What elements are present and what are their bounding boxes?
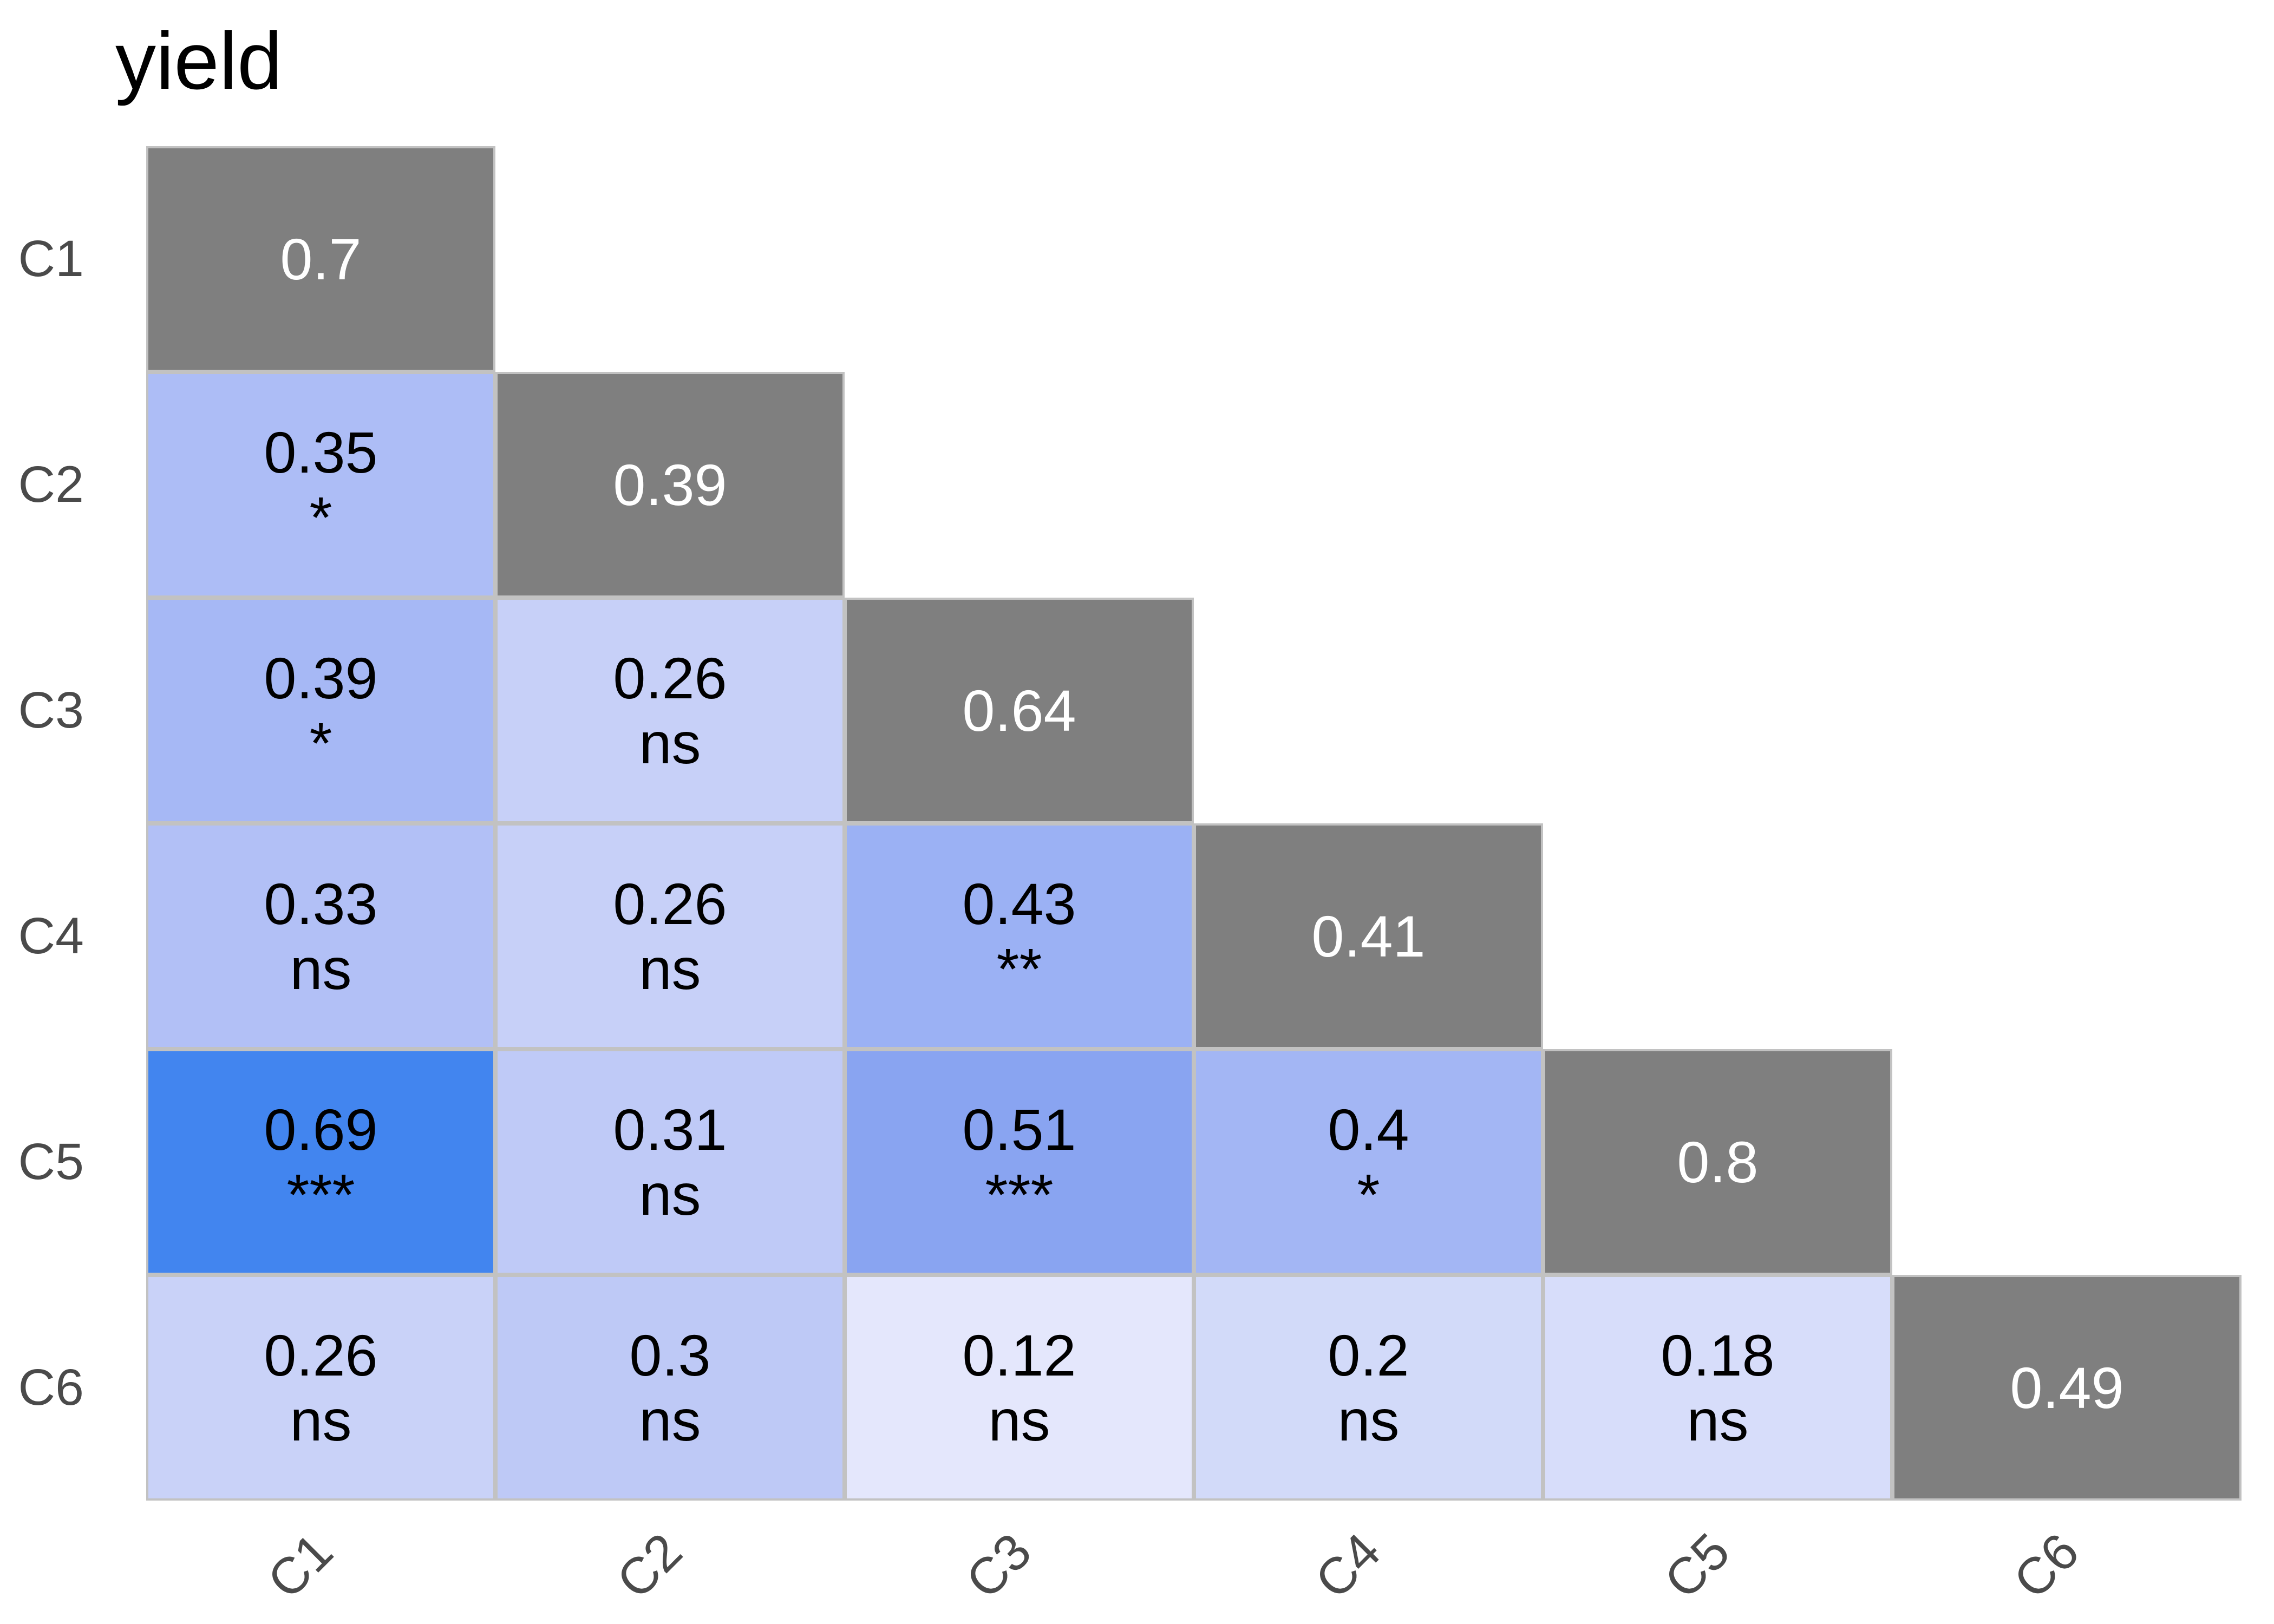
matrix-cell-C6-C1: 0.26 ns (146, 1275, 495, 1501)
significance-label: ns (1337, 1387, 1400, 1453)
cell-value: 0.26 (613, 870, 727, 937)
x-axis-label-C1: C1 (257, 1522, 344, 1610)
cell-value: 0.26 (613, 645, 727, 711)
y-axis-label-C4: C4 (18, 907, 84, 965)
x-axis-label-C2: C2 (606, 1522, 693, 1610)
matrix-cell-C3-C1: 0.39 * (146, 598, 495, 823)
matrix-cell-C4-C2: 0.26 ns (495, 823, 845, 1049)
cell-value: 0.51 (962, 1096, 1076, 1162)
significance-label: * (309, 710, 332, 776)
significance-label: ** (996, 935, 1042, 1001)
cell-value: 0.8 (1677, 1129, 1759, 1195)
matrix-cell-C6-C3: 0.12 ns (845, 1275, 1194, 1501)
y-axis-label-C6: C6 (18, 1359, 84, 1416)
x-axis-label-C4: C4 (1304, 1522, 1391, 1610)
significance-label: ns (639, 1387, 701, 1453)
cell-value: 0.7 (280, 226, 362, 292)
cell-value: 0.31 (613, 1096, 727, 1162)
significance-label: ns (988, 1387, 1050, 1453)
cell-value: 0.4 (1328, 1096, 1409, 1162)
significance-label: ns (639, 935, 701, 1001)
cell-value: 0.18 (1661, 1322, 1775, 1388)
cell-value: 0.35 (264, 419, 378, 485)
diagonal-cell-C6: 0.49 (1892, 1275, 2242, 1501)
significance-label: * (1357, 1161, 1380, 1227)
cell-value: 0.26 (264, 1322, 378, 1388)
y-axis-label-C5: C5 (18, 1133, 84, 1190)
cell-value: 0.2 (1328, 1322, 1409, 1388)
significance-label: *** (985, 1161, 1054, 1227)
x-axis-label-C5: C5 (1654, 1522, 1741, 1610)
cell-value: 0.39 (613, 451, 727, 518)
matrix-cell-C6-C2: 0.3 ns (495, 1275, 845, 1501)
cell-value: 0.49 (2010, 1354, 2124, 1420)
matrix-cell-C5-C2: 0.31 ns (495, 1049, 845, 1275)
significance-label: ns (290, 1387, 352, 1453)
matrix-cell-C6-C4: 0.2 ns (1194, 1275, 1543, 1501)
significance-label: * (309, 484, 332, 550)
significance-label: ns (639, 1161, 701, 1227)
y-axis-label-C1: C1 (18, 230, 84, 287)
diagonal-cell-C2: 0.39 (495, 372, 845, 598)
x-axis-label-C6: C6 (2003, 1522, 2090, 1610)
significance-label: ns (639, 710, 701, 776)
diagonal-cell-C4: 0.41 (1194, 823, 1543, 1049)
significance-label: ns (1687, 1387, 1749, 1453)
matrix-cell-C6-C5: 0.18 ns (1543, 1275, 1892, 1501)
significance-label: ns (290, 935, 352, 1001)
cell-value: 0.43 (962, 870, 1076, 937)
diagonal-cell-C5: 0.8 (1543, 1049, 1892, 1275)
cell-value: 0.33 (264, 870, 378, 937)
diagonal-cell-C3: 0.64 (845, 598, 1194, 823)
y-axis-label-C2: C2 (18, 456, 84, 513)
cell-value: 0.41 (1311, 903, 1426, 969)
matrix-cell-C5-C1: 0.69 *** (146, 1049, 495, 1275)
cell-value: 0.64 (962, 677, 1076, 743)
y-axis-label-C3: C3 (18, 682, 84, 739)
matrix-cell-C2-C1: 0.35 * (146, 372, 495, 598)
cell-value: 0.69 (264, 1096, 378, 1162)
significance-label: *** (286, 1161, 355, 1227)
matrix-cell-C3-C2: 0.26 ns (495, 598, 845, 823)
x-axis-label-C3: C3 (955, 1522, 1042, 1610)
cell-value: 0.12 (962, 1322, 1076, 1388)
matrix-cell-C5-C4: 0.4 * (1194, 1049, 1543, 1275)
diagonal-cell-C1: 0.7 (146, 146, 495, 372)
matrix-cell-C4-C1: 0.33 ns (146, 823, 495, 1049)
matrix-cell-C4-C3: 0.43 ** (845, 823, 1194, 1049)
cell-value: 0.3 (629, 1322, 711, 1388)
cell-value: 0.39 (264, 645, 378, 711)
matrix-cell-C5-C3: 0.51 *** (845, 1049, 1194, 1275)
plot-title: yield (115, 15, 283, 106)
